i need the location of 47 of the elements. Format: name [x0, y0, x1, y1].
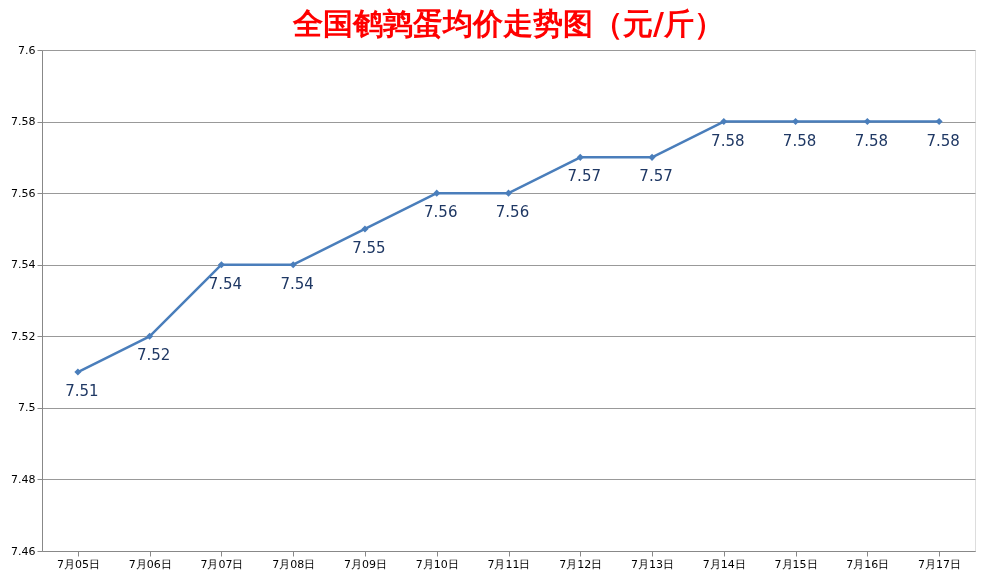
data-label: 7.54 [280, 274, 314, 293]
x-tick-label: 7月14日 [702, 557, 746, 571]
x-tick-label: 7月16日 [846, 557, 890, 571]
data-label: 7.55 [352, 238, 386, 257]
data-label: 7.58 [854, 131, 889, 150]
data-label: 7.57 [639, 167, 673, 186]
point [576, 153, 584, 161]
x-tick-label: 7月13日 [631, 557, 675, 571]
data-label: 7.56 [495, 203, 530, 222]
x-tick-label: 7月12日 [559, 557, 603, 571]
x-tick-label: 7月09日 [343, 557, 387, 571]
y-tick-label: 7.5 [18, 401, 36, 415]
y-tick-label: 7.58 [11, 115, 36, 129]
data-label: 7.57 [567, 167, 601, 186]
point [935, 118, 943, 126]
point [217, 261, 225, 269]
x-tick-label: 7月06日 [128, 557, 172, 571]
data-label: 7.58 [926, 131, 960, 150]
y-tick-label: 7.46 [11, 544, 36, 558]
x-tick-label: 7月05日 [56, 557, 100, 571]
y-tick-label: 7.6 [18, 43, 36, 57]
x-tick-label: 7月15日 [774, 557, 818, 571]
y-tick-label: 7.48 [11, 472, 36, 486]
x-tick-label: 7月07日 [200, 557, 244, 571]
data-label: 7.54 [208, 274, 243, 293]
point [792, 118, 800, 126]
data-label: 7.58 [782, 131, 817, 150]
data-label: 7.52 [136, 346, 171, 365]
point [433, 189, 441, 197]
x-tick-label: 7月11日 [487, 557, 531, 571]
x-tick-label: 7月08日 [272, 557, 316, 571]
y-tick-label: 7.54 [11, 258, 36, 272]
point [289, 261, 297, 269]
data-label: 7.56 [424, 203, 458, 222]
data-label: 7.51 [65, 382, 99, 401]
x-tick-label: 7月17日 [918, 557, 962, 571]
chart-title: 全国鹌鹑蛋均价走势图（元/斤） [292, 6, 724, 41]
point [74, 368, 82, 376]
x-tick-label: 7月10日 [415, 557, 459, 571]
y-tick-label: 7.52 [11, 329, 36, 343]
point [648, 153, 656, 161]
y-tick-label: 7.56 [11, 186, 36, 200]
point [863, 118, 871, 126]
data-label: 7.58 [711, 131, 745, 150]
point [146, 332, 154, 340]
point [361, 225, 369, 233]
point [720, 118, 728, 126]
